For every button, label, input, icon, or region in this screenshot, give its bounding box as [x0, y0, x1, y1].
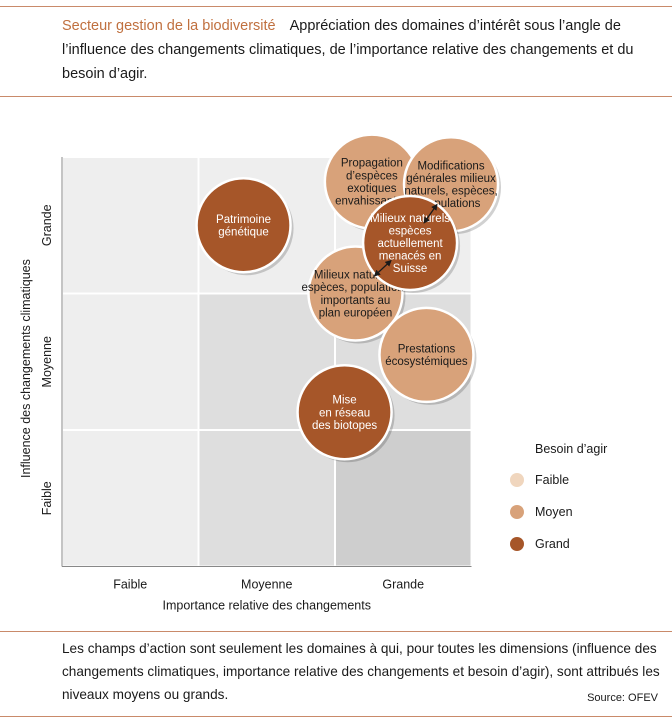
grid-cell	[61, 292, 200, 431]
bubble-label: Suisse	[393, 263, 428, 275]
y-tick-label: Faible	[40, 481, 54, 515]
link-arrow	[373, 259, 392, 277]
bubble: Milieux naturelsespècesactuellementmenac…	[361, 194, 461, 293]
header-rule	[0, 96, 672, 97]
bubble-label: Prestations	[398, 344, 456, 356]
bubble-label: menacés en	[379, 251, 442, 263]
legend-label: Moyen	[535, 505, 573, 519]
source-label: Source: OFEV	[587, 692, 658, 704]
grid-cell	[61, 156, 200, 295]
bubble-matrix-chart: Faible Moyenne Grande Faible Moyenne Grande Im…	[19, 133, 607, 613]
grid-cell	[61, 429, 200, 568]
footer-note: Les champs d’action sont seulement les d…	[62, 641, 660, 702]
chart-description: Appréciation des domaines d’intérêt sous…	[62, 18, 634, 82]
bubble-label: en réseau	[319, 407, 370, 419]
legend-label: Faible	[535, 473, 569, 487]
bubble-label: espèces	[389, 225, 432, 237]
chart-title: Secteur gestion de la biodiversité	[62, 18, 276, 34]
x-tick-label: Moyenne	[241, 578, 292, 592]
bubble-label: Modifications	[417, 160, 484, 172]
link-arrow	[423, 203, 438, 224]
bubble-label: générales milieux	[406, 173, 496, 185]
y-tick-label: Grande	[40, 204, 54, 246]
legend-swatch-faible	[510, 473, 524, 487]
bubble-label: Milieux naturels	[370, 213, 450, 225]
legend-swatch-moyen	[510, 505, 524, 519]
bubble-circle	[296, 364, 393, 461]
x-axis-title: Importance relative des changements	[163, 599, 371, 613]
chart-header: Secteur gestion de la biodiversité Appréc…	[62, 14, 662, 86]
top-rule	[0, 6, 672, 7]
bubble-label: actuellement	[377, 238, 443, 250]
legend-label: Grand	[535, 537, 570, 551]
grid-cell	[197, 429, 336, 568]
x-tick-label: Grande	[382, 578, 424, 592]
bottom-rule	[0, 716, 672, 717]
bubble-label: naturels, espèces,	[404, 186, 497, 198]
bubble-label: espèces, populations	[301, 282, 409, 294]
bubble-circle	[378, 306, 475, 404]
bubble-label: écosystémiques	[385, 356, 468, 368]
legend-swatch-grand	[510, 537, 524, 551]
bubble-label: d’espèces	[346, 170, 398, 182]
bubble-label: Propagation	[341, 158, 403, 170]
bubble-circle	[195, 177, 292, 274]
bubble-label: Patrimoine	[216, 214, 271, 226]
legend-title: Besoin d’agir	[535, 442, 607, 456]
footer-rule	[0, 631, 672, 632]
bubble-label: Mise	[332, 395, 356, 407]
bubble-label: importants au	[321, 295, 391, 307]
bubble-label: génétique	[218, 227, 269, 239]
x-tick-label: Faible	[113, 578, 147, 592]
y-tick-label: Moyenne	[40, 336, 54, 387]
bubble-label: plan européen	[319, 307, 393, 319]
bubble-label: des biotopes	[312, 420, 377, 432]
y-axis-title: Influence des changements climatiques	[19, 259, 33, 478]
bubble-label: exotiques	[347, 183, 396, 195]
